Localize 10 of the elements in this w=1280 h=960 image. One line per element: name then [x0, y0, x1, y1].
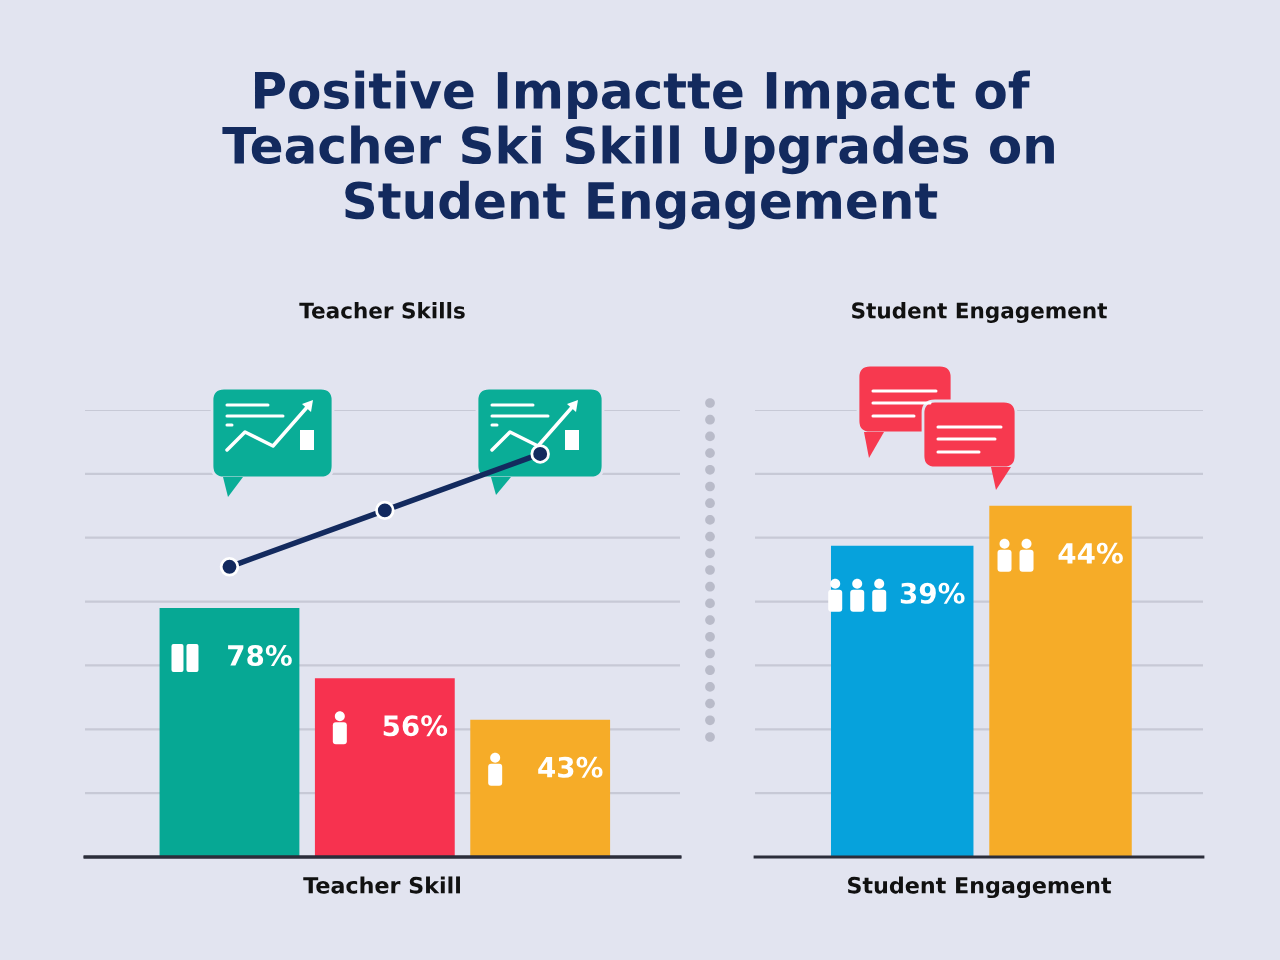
data-label: 56% [383, 715, 448, 737]
chart-subtitle: Teacher Skills [299, 301, 465, 319]
x-axis-title: Teacher Skill [303, 876, 460, 894]
chart-title: Positive Impactte Impact of Teacher Ski Skill Upgrades on Student Engagement [222, 70, 1054, 230]
data-label: 39% [900, 582, 965, 604]
x-axis-title: Student Engagement [848, 876, 1112, 899]
data-label: 43% [538, 756, 603, 778]
chart-title: Student Engagement [852, 301, 1107, 323]
data-label: 78% [228, 645, 292, 667]
data-label: 44% [1058, 542, 1123, 564]
